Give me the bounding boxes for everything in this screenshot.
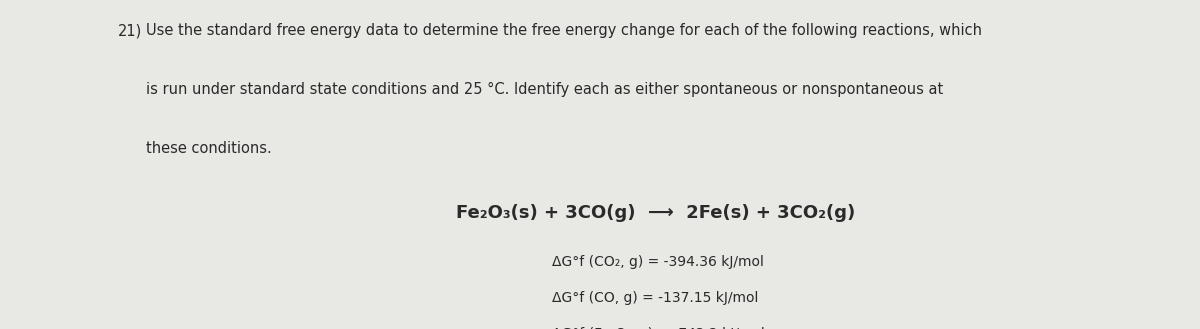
Text: 21): 21) [118, 23, 142, 38]
Text: Fe₂O₃(s) + 3CO(g)  ⟶  2Fe(s) + 3CO₂(g): Fe₂O₃(s) + 3CO(g) ⟶ 2Fe(s) + 3CO₂(g) [456, 204, 856, 222]
Text: ΔG°f (Fe₂O₃, s) = -742.2 kJ/mol: ΔG°f (Fe₂O₃, s) = -742.2 kJ/mol [552, 327, 764, 329]
Text: Use the standard free energy data to determine the free energy change for each o: Use the standard free energy data to det… [146, 23, 983, 38]
Text: ΔG°f (CO₂, g) = -394.36 kJ/mol: ΔG°f (CO₂, g) = -394.36 kJ/mol [552, 255, 764, 269]
Text: is run under standard state conditions and 25 °C. Identify each as either sponta: is run under standard state conditions a… [146, 82, 943, 97]
Text: ΔG°f (CO, g) = -137.15 kJ/mol: ΔG°f (CO, g) = -137.15 kJ/mol [552, 291, 758, 305]
Text: these conditions.: these conditions. [146, 141, 272, 157]
